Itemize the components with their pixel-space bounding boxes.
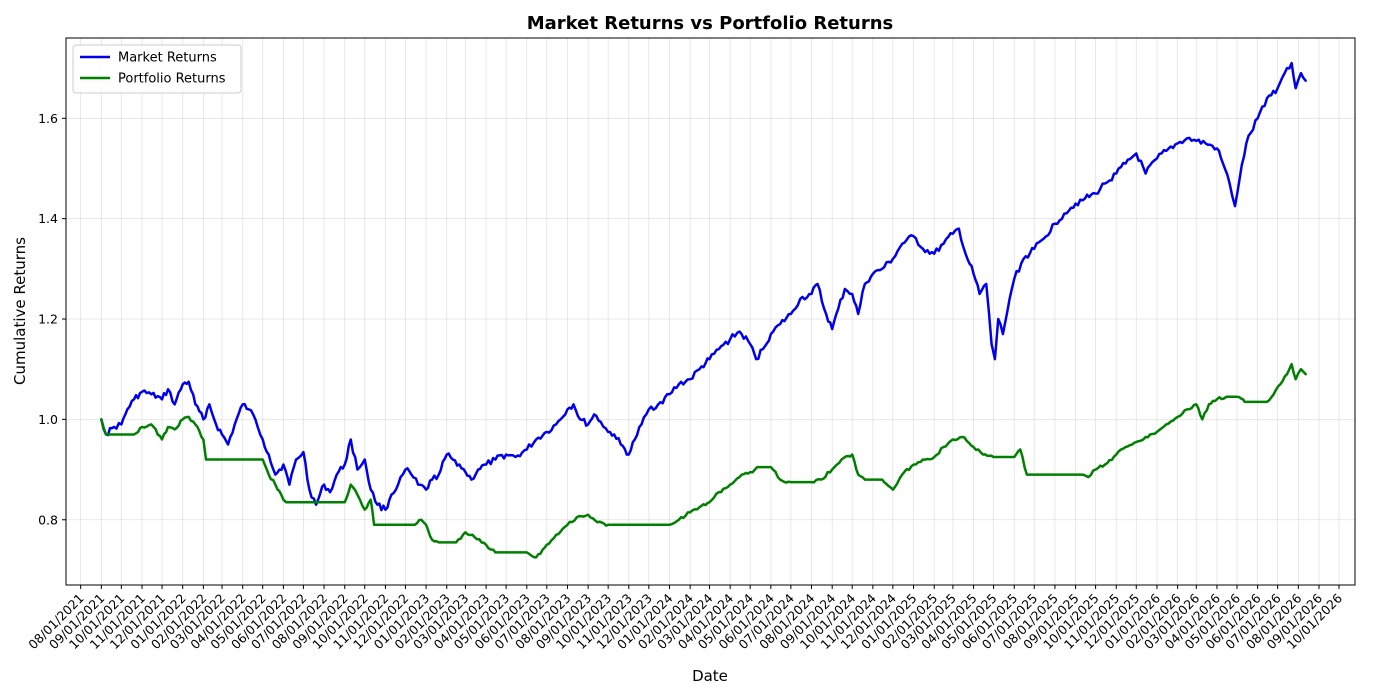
grid bbox=[66, 38, 1355, 585]
legend: Market Returns Portfolio Returns bbox=[72, 44, 242, 94]
y-tick-label: 1.6 bbox=[38, 111, 58, 126]
chart-title: Market Returns vs Portfolio Returns bbox=[527, 13, 893, 34]
y-axis-label: Cumulative Returns bbox=[11, 237, 29, 385]
x-axis-label: Date bbox=[692, 667, 728, 685]
series-group bbox=[100, 61, 1307, 559]
x-axis: 08/01/202109/01/202110/01/202111/01/2021… bbox=[25, 585, 1345, 652]
legend-label-market-returns: Market Returns bbox=[118, 51, 217, 66]
y-axis: 0.8 1.0 1.2 1.4 1.6 bbox=[38, 111, 66, 527]
y-tick-label: 1.0 bbox=[38, 412, 58, 427]
y-tick-label: 0.8 bbox=[38, 512, 58, 527]
y-tick-label: 1.4 bbox=[38, 211, 58, 226]
y-tick-label: 1.2 bbox=[38, 312, 58, 327]
legend-label-portfolio-returns: Portfolio Returns bbox=[118, 72, 226, 87]
legend-box bbox=[72, 44, 242, 94]
series-line-market-returns bbox=[100, 61, 1307, 512]
series-line-portfolio-returns bbox=[100, 362, 1307, 559]
plot-frame bbox=[65, 37, 1356, 586]
